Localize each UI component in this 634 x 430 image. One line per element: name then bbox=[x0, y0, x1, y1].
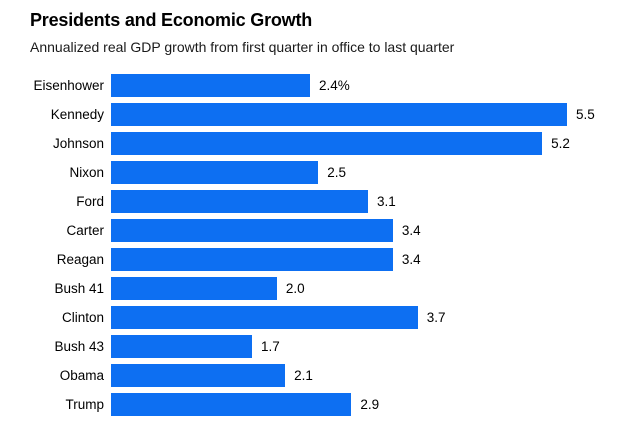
value-label: 2.1 bbox=[294, 368, 313, 384]
bar bbox=[111, 393, 352, 417]
category-label: Eisenhower bbox=[33, 78, 104, 94]
bar bbox=[111, 190, 369, 214]
value-label: 2.9 bbox=[360, 397, 380, 413]
chart-row: Kennedy 5.5 bbox=[30, 100, 634, 129]
bar bbox=[111, 306, 418, 330]
chart-row: Carter 3.4 bbox=[30, 216, 634, 245]
category-label: Carter bbox=[66, 223, 104, 239]
value-label: 2.5 bbox=[327, 165, 347, 181]
chart-row: Bush 43 1.7 bbox=[30, 332, 634, 361]
category-label: Johnson bbox=[52, 136, 104, 152]
category-label: Obama bbox=[59, 368, 104, 384]
category-label: Trump bbox=[65, 397, 104, 413]
value-label: 5.2 bbox=[551, 136, 570, 152]
chart-row: Clinton 3.7 bbox=[30, 303, 634, 332]
value-label: 2.4% bbox=[318, 78, 350, 94]
chart-row: Obama 2.1 bbox=[30, 361, 634, 390]
bar bbox=[111, 248, 393, 272]
bar bbox=[111, 103, 567, 127]
category-label: Reagan bbox=[56, 252, 104, 268]
value-label: 3.4 bbox=[401, 252, 421, 268]
category-label: Nixon bbox=[69, 165, 104, 181]
bar bbox=[111, 335, 252, 359]
chart-subtitle: Annualized real GDP growth from first qu… bbox=[30, 38, 455, 55]
bar-chart-rows: Eisenhower 2.4% Kennedy 5.5 Johnson 5.2 Nixon 2… bbox=[30, 71, 634, 419]
chart-row: Johnson 5.2 bbox=[30, 129, 634, 158]
chart-row: Nixon 2.5 bbox=[30, 158, 634, 187]
category-label: Bush 41 bbox=[54, 281, 104, 297]
chart-row: Eisenhower 2.4% bbox=[30, 71, 634, 100]
chart-title: Presidents and Economic Growth bbox=[30, 10, 313, 30]
value-label: 3.1 bbox=[377, 194, 396, 210]
chart-row: Reagan 3.4 bbox=[30, 245, 634, 274]
chart-row: Bush 41 2.0 bbox=[30, 274, 634, 303]
value-label: 3.4 bbox=[401, 223, 421, 239]
category-label: Clinton bbox=[61, 310, 104, 326]
bar bbox=[111, 132, 543, 156]
value-label: 3.7 bbox=[426, 310, 446, 326]
chart-row: Ford 3.1 bbox=[30, 187, 634, 216]
category-label: Ford bbox=[76, 194, 104, 210]
category-label: Kennedy bbox=[50, 107, 104, 123]
bar bbox=[111, 219, 393, 243]
chart-row: Trump 2.9 bbox=[30, 390, 634, 419]
category-label: Bush 43 bbox=[54, 339, 104, 355]
bar bbox=[111, 74, 310, 98]
value-label: 5.5 bbox=[576, 107, 595, 123]
value-label: 2.0 bbox=[285, 281, 305, 297]
bar bbox=[111, 277, 277, 301]
value-label: 1.7 bbox=[260, 339, 280, 355]
bar bbox=[111, 161, 319, 185]
bar bbox=[111, 364, 286, 388]
